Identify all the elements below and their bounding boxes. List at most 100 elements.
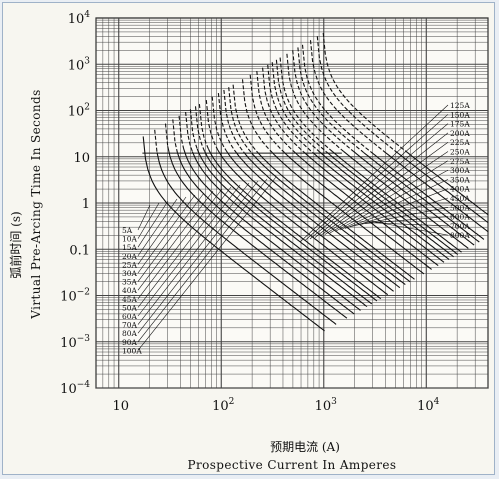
rating-label-left: 45A xyxy=(122,295,138,304)
rating-label-right: 250A xyxy=(450,148,470,157)
curve-400A-dashed xyxy=(292,50,355,153)
curve-10A-dashed xyxy=(154,129,158,153)
leader-right xyxy=(319,141,449,237)
leader-left xyxy=(137,198,178,256)
rating-label-left: 80A xyxy=(122,329,138,338)
curve-100A xyxy=(257,152,415,280)
rating-label-right: 350A xyxy=(450,175,470,184)
leader-left xyxy=(137,200,169,248)
y-tick-label: 10−3 xyxy=(60,334,90,351)
rating-label-right: 200A xyxy=(450,129,470,138)
leader-right xyxy=(309,123,449,240)
curve-50A xyxy=(217,149,389,296)
rating-label-left: 20A xyxy=(122,252,138,261)
curve-150A xyxy=(283,152,432,270)
curve-275A xyxy=(325,151,459,255)
leader-left xyxy=(137,190,214,291)
curve-275A-dashed xyxy=(275,59,327,153)
rating-label-right: 500A xyxy=(450,203,470,212)
curve-90A xyxy=(250,152,411,283)
leader-left xyxy=(137,186,232,308)
x-tick-label: 102 xyxy=(212,397,234,414)
curve-300A-dashed xyxy=(279,57,333,152)
leader-right xyxy=(369,220,449,236)
rating-label-left: 15A xyxy=(122,243,138,252)
rating-label-right: 450A xyxy=(450,194,470,203)
leader-left xyxy=(137,180,259,334)
curve-800A xyxy=(407,152,489,216)
x-tick-label: 104 xyxy=(417,397,440,414)
y-tick-label: 1 xyxy=(82,197,90,212)
leader-right xyxy=(344,188,449,229)
y-tick-label: 104 xyxy=(68,10,91,27)
curve-350A xyxy=(343,150,469,249)
leader-left xyxy=(137,194,196,274)
curve-225A xyxy=(312,152,450,260)
curve-40A-dashed xyxy=(194,106,206,152)
rating-label-left: 25A xyxy=(122,260,138,269)
y-tick-label: 10−4 xyxy=(60,380,90,397)
curve-25A xyxy=(183,148,361,311)
rating-label-left: 100A xyxy=(122,346,142,355)
leader-right xyxy=(314,132,449,238)
curve-800A-dashed xyxy=(322,32,409,154)
x-axis-title-en: Prospective Current In Amperes xyxy=(187,458,396,472)
curve-35A-dashed xyxy=(189,109,198,150)
rating-label-left: 5A xyxy=(122,226,133,235)
y-axis-title-cn: 弧前时间 (s) xyxy=(8,211,23,278)
rating-label-right: 150A xyxy=(450,110,470,119)
curve-200A-dashed xyxy=(262,67,304,153)
curve-125A-dashed xyxy=(241,79,273,153)
curve-70A-dashed xyxy=(217,93,238,154)
curve-700A-dashed xyxy=(316,36,397,153)
rating-labels: 5A10A15A20A25A30A35A40A45A50A60A70A80A90… xyxy=(122,101,470,355)
rating-label-left: 70A xyxy=(122,321,138,330)
rating-label-right: 800A xyxy=(450,231,470,240)
rating-label-right: 275A xyxy=(450,157,470,166)
curve-100A-dashed xyxy=(232,84,259,154)
rating-label-right: 225A xyxy=(450,138,470,147)
y-tick-label: 103 xyxy=(68,56,91,73)
curve-25A-dashed xyxy=(178,115,185,149)
curve-150A-dashed xyxy=(249,74,285,153)
rating-label-right: 300A xyxy=(450,166,470,175)
rating-label-left: 40A xyxy=(122,286,138,295)
rating-label-left: 50A xyxy=(122,303,138,312)
curve-350A-dashed xyxy=(286,53,344,152)
rating-label-right: 600A xyxy=(450,213,470,222)
y-tick-label: 0.1 xyxy=(69,243,90,258)
curves xyxy=(142,32,489,332)
y-axis-title-en: Virtual Pre-Arcing Time In Seconds xyxy=(29,89,43,319)
leader-left xyxy=(137,196,187,265)
curve-300A xyxy=(331,150,462,253)
curve-15A xyxy=(167,146,348,319)
curve-450A xyxy=(363,152,480,243)
rating-label-left: 90A xyxy=(122,338,138,347)
y-tick-label: 10−2 xyxy=(60,288,90,305)
label-leaders xyxy=(137,104,449,351)
leader-left xyxy=(137,182,250,325)
curve-225A-dashed xyxy=(267,64,314,154)
leader-right xyxy=(304,114,449,241)
leader-left xyxy=(137,176,277,351)
curve-80A-dashed xyxy=(223,89,245,154)
curve-500A xyxy=(370,151,485,240)
leader-left xyxy=(137,178,268,342)
curve-250A xyxy=(319,151,454,258)
curve-450A-dashed xyxy=(297,47,364,153)
curve-30A xyxy=(191,151,368,308)
x-tick-labels: 10 102 103 104 xyxy=(112,397,439,414)
rating-label-left: 10A xyxy=(122,235,138,244)
curve-60A-dashed xyxy=(211,96,227,151)
rating-label-left: 60A xyxy=(122,312,138,321)
leader-right xyxy=(334,169,449,232)
leader-right xyxy=(299,104,449,243)
curve-45A xyxy=(208,148,382,300)
rating-label-left: 35A xyxy=(122,278,138,287)
curve-50A-dashed xyxy=(205,100,219,150)
curve-30A-dashed xyxy=(185,111,193,152)
leader-right xyxy=(324,151,449,235)
rating-label-right: 400A xyxy=(450,185,470,194)
leader-right xyxy=(349,197,449,228)
